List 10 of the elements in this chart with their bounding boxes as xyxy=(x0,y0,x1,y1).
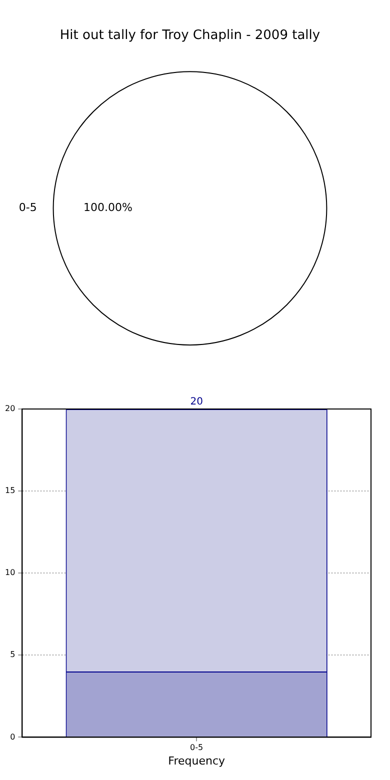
y-tick-label: 5 xyxy=(10,650,16,660)
y-tick-label: 20 xyxy=(4,404,16,414)
data-label: 100.00% xyxy=(84,201,132,214)
chart-title: Hit out tally for Troy Chaplin - 2009 tally xyxy=(60,28,320,44)
y-tick-label: 10 xyxy=(4,568,16,578)
slice-label: 0-5 xyxy=(18,201,37,214)
y-tick-label: 0 xyxy=(10,732,16,742)
y-tick-label: 15 xyxy=(4,486,16,496)
total-label: 20 xyxy=(190,396,203,408)
x-axis-title: Frequency xyxy=(168,754,226,768)
